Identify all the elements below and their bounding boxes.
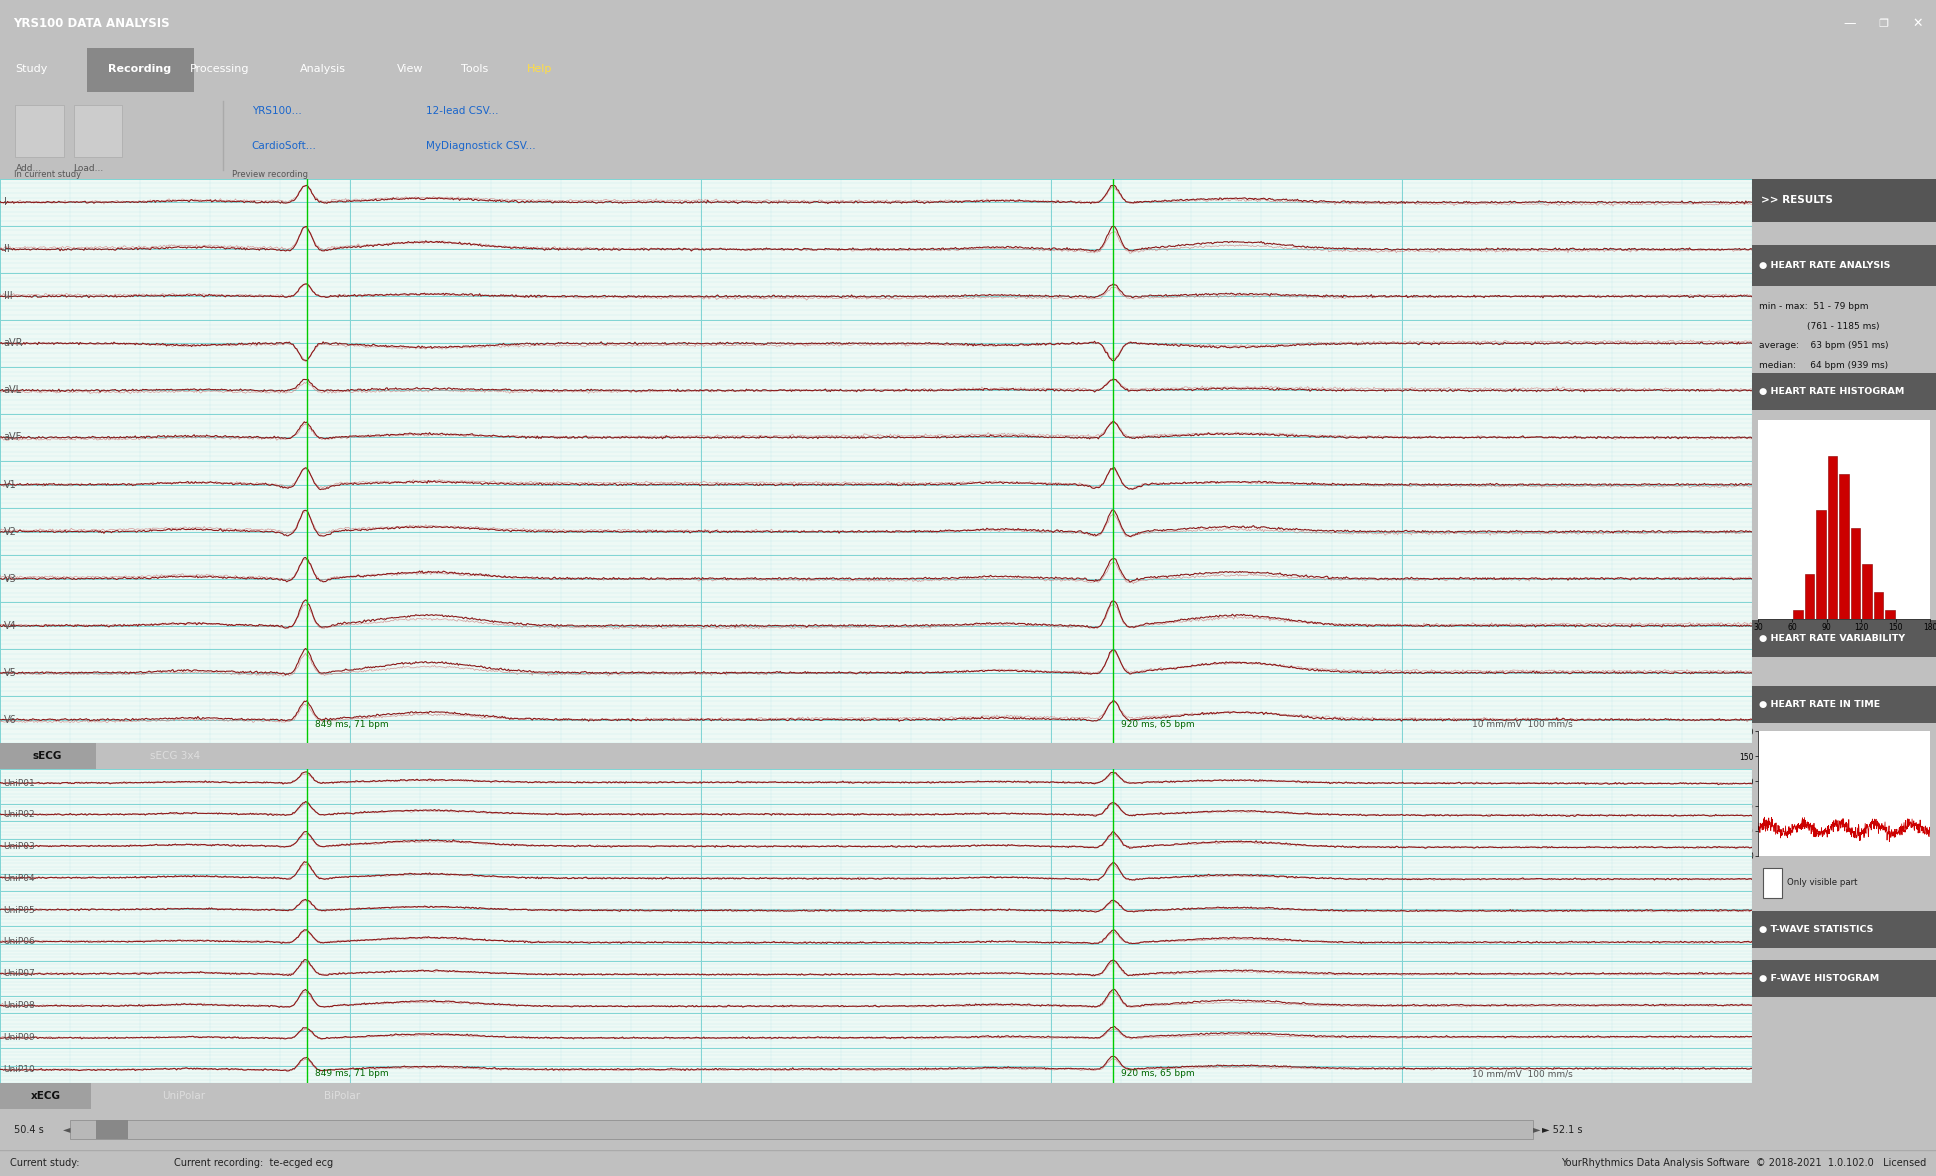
Text: In current study: In current study xyxy=(14,169,81,179)
Text: V5: V5 xyxy=(4,668,15,677)
Text: aVL: aVL xyxy=(4,386,21,395)
Bar xyxy=(97,1121,128,1138)
Text: BiPolar: BiPolar xyxy=(323,1091,360,1101)
Bar xyxy=(1752,245,1936,286)
Text: ● HEART RATE ANALYSIS: ● HEART RATE ANALYSIS xyxy=(1760,261,1891,269)
Bar xyxy=(1793,609,1802,619)
Text: 849 ms, 71 bpm: 849 ms, 71 bpm xyxy=(316,1069,389,1078)
Text: V3: V3 xyxy=(4,574,15,583)
Text: [30 - 180 BPM]: [30 - 180 BPM] xyxy=(1866,425,1922,434)
Text: CardioSoft...: CardioSoft... xyxy=(252,141,318,151)
Text: Analysis: Analysis xyxy=(300,64,347,74)
Text: Add...: Add... xyxy=(15,163,41,173)
Bar xyxy=(1828,456,1837,619)
Text: Tools: Tools xyxy=(461,64,488,74)
Text: 920 ms, 65 bpm: 920 ms, 65 bpm xyxy=(1121,1069,1195,1078)
Bar xyxy=(1804,574,1814,619)
Bar xyxy=(1752,686,1936,723)
Bar xyxy=(1851,528,1860,619)
Bar xyxy=(1839,474,1849,619)
Text: I: I xyxy=(4,198,6,207)
Text: UniP05: UniP05 xyxy=(4,906,35,915)
Text: V6: V6 xyxy=(4,715,15,724)
Text: ● F-WAVE HISTOGRAM: ● F-WAVE HISTOGRAM xyxy=(1760,974,1880,983)
Text: UniP03: UniP03 xyxy=(4,842,35,851)
Text: ❐: ❐ xyxy=(1878,19,1888,29)
Text: ►: ► xyxy=(1533,1124,1541,1135)
Text: UniP04: UniP04 xyxy=(4,874,35,883)
Text: UniP10: UniP10 xyxy=(4,1064,35,1074)
Bar xyxy=(0,743,97,769)
Bar xyxy=(1752,911,1936,948)
Text: ► 52.1 s: ► 52.1 s xyxy=(1541,1124,1582,1135)
Text: Preview recording: Preview recording xyxy=(232,169,308,179)
Text: II: II xyxy=(4,245,10,254)
Bar xyxy=(1764,868,1781,897)
Text: UniP06: UniP06 xyxy=(4,937,35,947)
Text: UniP02: UniP02 xyxy=(4,810,35,820)
Bar xyxy=(1752,620,1936,656)
Text: aVR: aVR xyxy=(4,339,23,348)
Text: 920 ms, 65 bpm: 920 ms, 65 bpm xyxy=(1121,720,1195,729)
Bar xyxy=(1752,179,1936,222)
Text: UniPolar: UniPolar xyxy=(163,1091,205,1101)
Text: UniP09: UniP09 xyxy=(4,1033,35,1042)
Text: UniP08: UniP08 xyxy=(4,1001,35,1010)
Bar xyxy=(0,1083,91,1109)
Text: —: — xyxy=(1843,18,1855,31)
Bar xyxy=(1862,564,1872,619)
Text: 849 ms, 71 bpm: 849 ms, 71 bpm xyxy=(316,720,389,729)
Text: aVF: aVF xyxy=(4,433,21,442)
Text: ◄: ◄ xyxy=(62,1124,70,1135)
Text: Study: Study xyxy=(15,64,48,74)
Text: Recording: Recording xyxy=(108,64,170,74)
Text: V1: V1 xyxy=(4,480,15,489)
Text: ● HEART RATE HISTOGRAM: ● HEART RATE HISTOGRAM xyxy=(1760,387,1905,396)
Text: median:     64 bpm (939 ms): median: 64 bpm (939 ms) xyxy=(1760,361,1888,369)
Bar xyxy=(87,47,194,93)
Text: UniP01: UniP01 xyxy=(4,779,35,788)
Bar xyxy=(1752,373,1936,410)
Text: View: View xyxy=(397,64,424,74)
Text: 10 mm/mV  100 mm/s: 10 mm/mV 100 mm/s xyxy=(1471,1069,1572,1078)
Text: YourRhythmics Data Analysis Software  © 2018-2021  1.0.102.0   Licensed: YourRhythmics Data Analysis Software © 2… xyxy=(1560,1158,1926,1168)
Text: Current recording:  te-ecged ecg: Current recording: te-ecged ecg xyxy=(174,1158,333,1168)
Text: III: III xyxy=(4,292,12,301)
Text: average:    63 bpm (951 ms): average: 63 bpm (951 ms) xyxy=(1760,341,1890,350)
Text: xECG: xECG xyxy=(31,1091,60,1101)
Bar xyxy=(70,1121,1533,1138)
Text: Current study:: Current study: xyxy=(10,1158,79,1168)
Text: 12-lead CSV...: 12-lead CSV... xyxy=(426,106,498,116)
Bar xyxy=(1886,609,1895,619)
Text: sECG 3x4: sECG 3x4 xyxy=(151,751,199,761)
Text: V4: V4 xyxy=(4,621,15,630)
Text: ● HEART RATE VARIABILITY: ● HEART RATE VARIABILITY xyxy=(1760,634,1905,643)
Text: Load...: Load... xyxy=(74,163,105,173)
Text: >> RESULTS: >> RESULTS xyxy=(1762,195,1833,205)
Text: 50.4 s: 50.4 s xyxy=(14,1124,45,1135)
Bar xyxy=(1816,510,1826,619)
Text: YRS100...: YRS100... xyxy=(252,106,302,116)
Text: YRS100 DATA ANALYSIS: YRS100 DATA ANALYSIS xyxy=(14,18,170,31)
Text: Processing: Processing xyxy=(190,64,250,74)
Text: UniP07: UniP07 xyxy=(4,969,35,978)
Text: (761 - 1185 ms): (761 - 1185 ms) xyxy=(1808,322,1880,330)
Text: ✕: ✕ xyxy=(1913,18,1922,31)
Bar xyxy=(74,106,122,158)
Text: V2: V2 xyxy=(4,527,15,536)
Text: Only visible part: Only visible part xyxy=(1787,878,1857,888)
Bar xyxy=(1874,592,1884,619)
Text: min - max:  51 - 79 bpm: min - max: 51 - 79 bpm xyxy=(1760,302,1868,312)
Text: MyDiagnostick CSV...: MyDiagnostick CSV... xyxy=(426,141,536,151)
Text: sECG: sECG xyxy=(33,751,62,761)
Bar xyxy=(15,106,64,158)
Text: Help: Help xyxy=(527,64,552,74)
Bar xyxy=(1752,960,1936,996)
Text: ● T-WAVE STATISTICS: ● T-WAVE STATISTICS xyxy=(1760,926,1874,934)
Text: ● HEART RATE IN TIME: ● HEART RATE IN TIME xyxy=(1760,700,1880,709)
Text: 10 mm/mV  100 mm/s: 10 mm/mV 100 mm/s xyxy=(1471,720,1572,729)
